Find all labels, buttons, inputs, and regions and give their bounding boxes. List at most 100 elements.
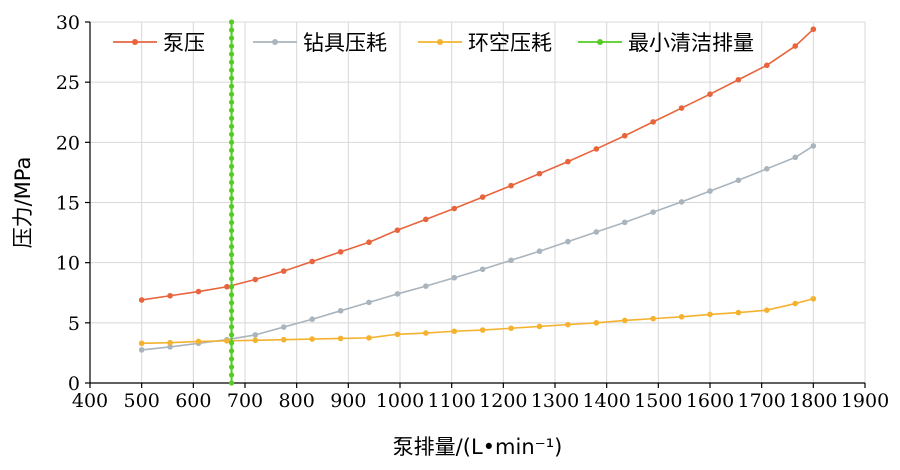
data-point — [735, 177, 742, 184]
data-point — [423, 330, 429, 336]
min-clean-flow-marker — [228, 300, 235, 306]
y-tick-label: 15 — [56, 193, 80, 215]
data-point — [423, 216, 429, 223]
data-point — [224, 283, 230, 290]
data-point — [479, 327, 486, 333]
y-tick-label: 0 — [68, 373, 80, 395]
series-3 — [228, 19, 235, 386]
data-point — [167, 344, 173, 350]
x-tick-label: 1600 — [686, 390, 734, 412]
min-clean-flow-marker — [228, 139, 235, 145]
legend-marker-3 — [597, 39, 603, 45]
series-2 — [138, 295, 817, 347]
x-tick-label: 1000 — [376, 390, 424, 412]
series-layer — [138, 19, 817, 386]
min-clean-flow-marker — [228, 324, 235, 330]
data-point — [621, 317, 628, 324]
data-point — [366, 335, 372, 341]
data-point — [650, 209, 656, 215]
data-point — [621, 219, 628, 226]
data-point — [451, 205, 458, 212]
x-tick-label: 1300 — [531, 390, 579, 412]
data-point — [565, 238, 571, 245]
min-clean-flow-marker — [228, 252, 235, 258]
x-tick-label: 600 — [175, 390, 211, 412]
min-clean-flow-marker — [228, 340, 235, 346]
data-point — [565, 321, 571, 328]
data-point — [224, 338, 230, 344]
data-point — [309, 258, 315, 265]
axes: 400 500 600 700 800 900 1000 1100 1200 1300 1400 15… — [56, 12, 889, 412]
min-clean-flow-marker — [228, 244, 235, 250]
x-tick-label: 1800 — [789, 390, 837, 412]
x-tick-label: 900 — [330, 390, 366, 412]
data-point — [508, 257, 514, 264]
data-point — [337, 335, 344, 342]
data-point — [394, 227, 401, 233]
legend-marker-2 — [437, 39, 443, 45]
x-tick-label: 400 — [72, 390, 108, 412]
data-point — [678, 105, 685, 111]
min-clean-flow-marker — [228, 179, 235, 186]
data-point — [337, 308, 344, 314]
data-point — [195, 288, 202, 295]
min-clean-flow-marker — [228, 364, 235, 370]
y-tick-label: 5 — [68, 313, 80, 335]
data-point — [252, 332, 259, 338]
data-point — [792, 43, 799, 49]
data-point — [593, 229, 600, 235]
min-clean-flow-marker — [228, 356, 235, 362]
min-clean-flow-marker — [228, 91, 235, 97]
data-point — [678, 199, 685, 205]
x-tick-label: 1400 — [582, 390, 630, 412]
legend-marker-1 — [272, 39, 278, 45]
y-tick-label: 30 — [56, 12, 80, 34]
legend-marker-0 — [132, 39, 138, 45]
data-point — [707, 91, 713, 97]
data-point — [621, 132, 628, 139]
min-clean-flow-marker — [228, 372, 235, 378]
data-point — [138, 340, 145, 347]
x-tick-label: 700 — [227, 390, 263, 412]
min-clean-flow-marker — [228, 123, 235, 129]
series-line — [141, 145, 814, 351]
data-point — [252, 276, 259, 283]
min-clean-flow-marker — [228, 99, 235, 105]
data-point — [167, 292, 173, 299]
min-clean-flow-marker — [228, 236, 235, 242]
data-point — [764, 62, 770, 69]
min-clean-flow-marker — [228, 35, 235, 41]
min-clean-flow-marker — [228, 43, 235, 49]
min-clean-flow-marker — [228, 131, 235, 137]
data-point — [252, 337, 259, 344]
data-point — [138, 297, 145, 303]
data-point — [366, 299, 372, 306]
y-tick-label: 10 — [56, 253, 80, 275]
min-clean-flow-marker — [228, 155, 235, 161]
data-point — [565, 158, 571, 165]
data-point — [337, 249, 344, 255]
data-point — [593, 320, 600, 326]
data-point — [810, 295, 817, 302]
data-point — [479, 194, 486, 200]
data-point — [707, 311, 713, 318]
x-tick-label: 1700 — [737, 390, 785, 412]
data-point — [508, 182, 514, 189]
data-point — [167, 339, 173, 346]
data-point — [366, 239, 372, 246]
min-clean-flow-marker — [228, 284, 235, 290]
data-point — [309, 336, 315, 342]
series-line — [141, 28, 814, 301]
min-clean-flow-marker — [228, 316, 235, 322]
data-point — [792, 300, 799, 307]
min-clean-flow-marker — [228, 268, 235, 274]
x-tick-label: 800 — [279, 390, 315, 412]
grid — [90, 21, 866, 383]
data-point — [280, 324, 287, 330]
legend-label-3: 最小清洁排量 — [628, 31, 754, 55]
y-tick-label: 25 — [56, 72, 80, 94]
x-axis-title: 泵排量/(L•min⁻¹) — [393, 435, 563, 459]
x-tick-label: 500 — [124, 390, 160, 412]
min-clean-flow-marker — [228, 67, 235, 73]
data-point — [138, 347, 145, 353]
